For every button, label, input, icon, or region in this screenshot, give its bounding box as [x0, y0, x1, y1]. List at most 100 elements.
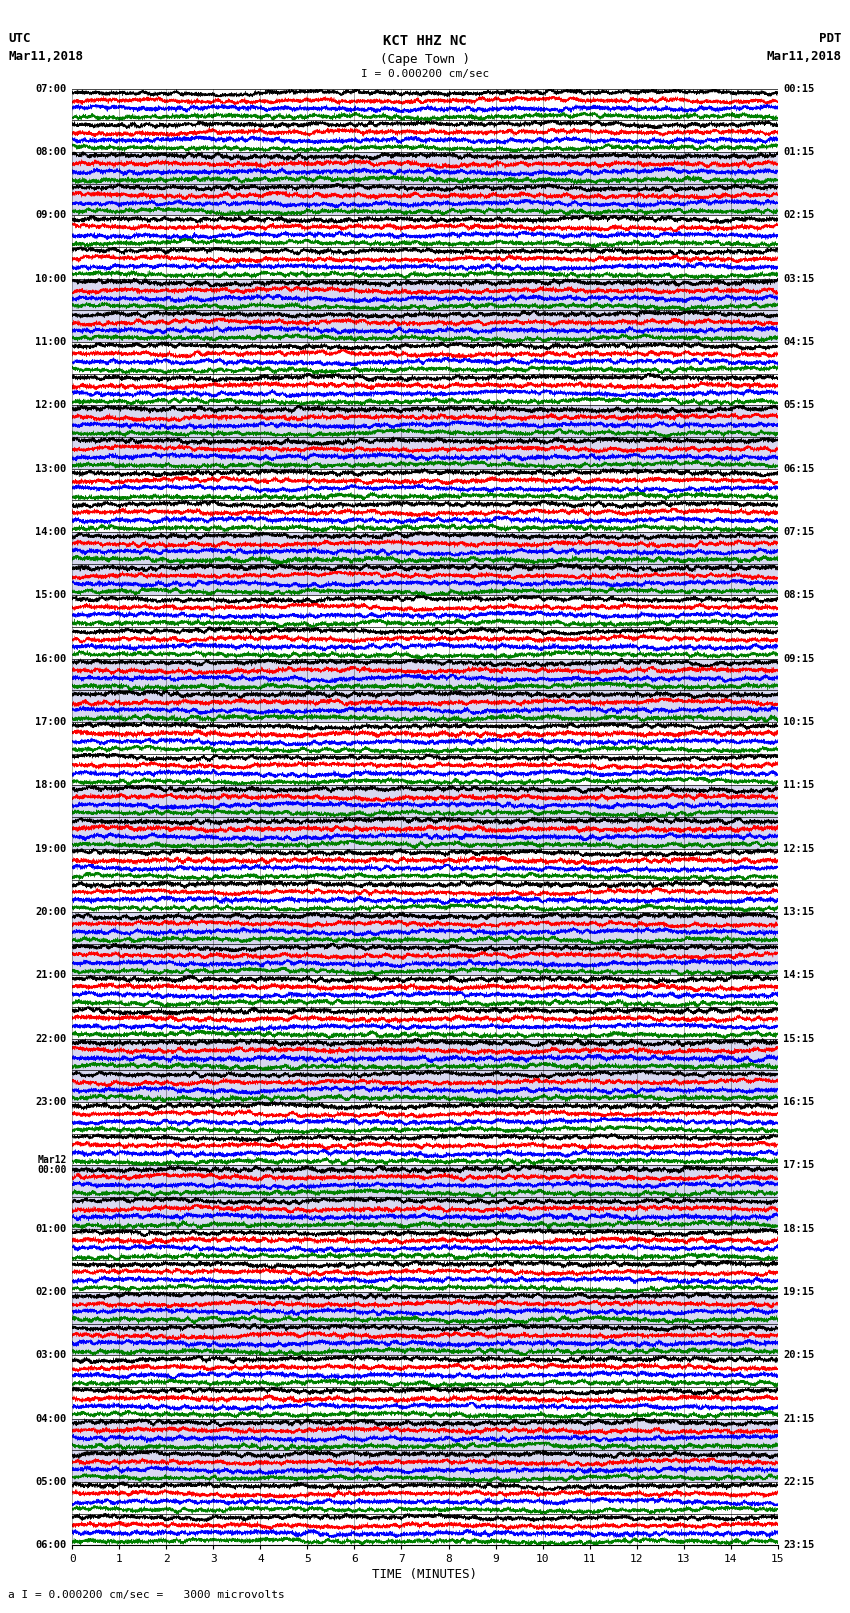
- Text: 05:00: 05:00: [36, 1478, 66, 1487]
- Bar: [72, 532, 778, 563]
- Bar: [72, 405, 778, 437]
- Text: 19:00: 19:00: [36, 844, 66, 853]
- Text: 22:00: 22:00: [36, 1034, 66, 1044]
- Text: 11:15: 11:15: [784, 781, 814, 790]
- Text: 16:15: 16:15: [784, 1097, 814, 1107]
- Bar: [72, 1418, 778, 1450]
- Bar: [72, 1450, 778, 1482]
- Text: Mar11,2018: Mar11,2018: [8, 50, 83, 63]
- Bar: [72, 881, 778, 911]
- Bar: [72, 818, 778, 848]
- Text: 05:15: 05:15: [784, 400, 814, 410]
- Bar: [72, 658, 778, 690]
- Text: 07:15: 07:15: [784, 527, 814, 537]
- Bar: [72, 1007, 778, 1039]
- Text: PDT: PDT: [819, 32, 842, 45]
- Bar: [72, 627, 778, 658]
- Bar: [72, 121, 778, 152]
- X-axis label: TIME (MINUTES): TIME (MINUTES): [372, 1568, 478, 1581]
- Text: 20:00: 20:00: [36, 907, 66, 916]
- Text: 06:00: 06:00: [36, 1540, 66, 1550]
- Bar: [72, 1260, 778, 1292]
- Text: 02:15: 02:15: [784, 210, 814, 221]
- Bar: [72, 1039, 778, 1071]
- Bar: [72, 1102, 778, 1134]
- Text: 01:00: 01:00: [36, 1224, 66, 1234]
- Text: Mar11,2018: Mar11,2018: [767, 50, 842, 63]
- Text: 10:15: 10:15: [784, 718, 814, 727]
- Text: 21:15: 21:15: [784, 1413, 814, 1424]
- Text: 12:00: 12:00: [36, 400, 66, 410]
- Text: (Cape Town ): (Cape Town ): [380, 53, 470, 66]
- Bar: [72, 1165, 778, 1197]
- Text: a I = 0.000200 cm/sec =   3000 microvolts: a I = 0.000200 cm/sec = 3000 microvolts: [8, 1590, 286, 1600]
- Text: UTC: UTC: [8, 32, 31, 45]
- Text: 06:15: 06:15: [784, 463, 814, 474]
- Bar: [72, 690, 778, 723]
- Text: 19:15: 19:15: [784, 1287, 814, 1297]
- Text: Mar12: Mar12: [37, 1155, 66, 1165]
- Text: 03:15: 03:15: [784, 274, 814, 284]
- Text: 23:15: 23:15: [784, 1540, 814, 1550]
- Text: I = 0.000200 cm/sec: I = 0.000200 cm/sec: [361, 69, 489, 79]
- Text: 22:15: 22:15: [784, 1478, 814, 1487]
- Text: 09:15: 09:15: [784, 653, 814, 663]
- Bar: [72, 437, 778, 469]
- Bar: [72, 976, 778, 1007]
- Text: 17:15: 17:15: [784, 1160, 814, 1171]
- Bar: [72, 595, 778, 627]
- Text: 00:00: 00:00: [37, 1165, 66, 1176]
- Bar: [72, 1387, 778, 1418]
- Text: 16:00: 16:00: [36, 653, 66, 663]
- Text: 08:00: 08:00: [36, 147, 66, 156]
- Bar: [72, 1197, 778, 1229]
- Bar: [72, 152, 778, 184]
- Text: 01:15: 01:15: [784, 147, 814, 156]
- Text: 17:00: 17:00: [36, 718, 66, 727]
- Bar: [72, 1355, 778, 1387]
- Text: 02:00: 02:00: [36, 1287, 66, 1297]
- Bar: [72, 310, 778, 342]
- Text: 18:15: 18:15: [784, 1224, 814, 1234]
- Text: 13:15: 13:15: [784, 907, 814, 916]
- Text: 14:15: 14:15: [784, 971, 814, 981]
- Text: 07:00: 07:00: [36, 84, 66, 94]
- Bar: [72, 469, 778, 500]
- Bar: [72, 563, 778, 595]
- Bar: [72, 1229, 778, 1260]
- Bar: [72, 1482, 778, 1513]
- Text: 15:00: 15:00: [36, 590, 66, 600]
- Bar: [72, 944, 778, 976]
- Text: 09:00: 09:00: [36, 210, 66, 221]
- Bar: [72, 723, 778, 753]
- Text: 00:15: 00:15: [784, 84, 814, 94]
- Bar: [72, 342, 778, 374]
- Text: 13:00: 13:00: [36, 463, 66, 474]
- Bar: [72, 184, 778, 216]
- Text: 12:15: 12:15: [784, 844, 814, 853]
- Bar: [72, 1324, 778, 1355]
- Text: 11:00: 11:00: [36, 337, 66, 347]
- Text: 03:00: 03:00: [36, 1350, 66, 1360]
- Bar: [72, 374, 778, 405]
- Bar: [72, 89, 778, 121]
- Text: 21:00: 21:00: [36, 971, 66, 981]
- Bar: [72, 753, 778, 786]
- Text: 15:15: 15:15: [784, 1034, 814, 1044]
- Bar: [72, 247, 778, 279]
- Bar: [72, 1513, 778, 1545]
- Text: 08:15: 08:15: [784, 590, 814, 600]
- Bar: [72, 848, 778, 881]
- Bar: [72, 1071, 778, 1102]
- Bar: [72, 279, 778, 310]
- Bar: [72, 1134, 778, 1165]
- Text: 14:00: 14:00: [36, 527, 66, 537]
- Text: KCT HHZ NC: KCT HHZ NC: [383, 34, 467, 48]
- Text: 20:15: 20:15: [784, 1350, 814, 1360]
- Bar: [72, 1292, 778, 1324]
- Text: 04:00: 04:00: [36, 1413, 66, 1424]
- Bar: [72, 911, 778, 944]
- Text: 23:00: 23:00: [36, 1097, 66, 1107]
- Text: 10:00: 10:00: [36, 274, 66, 284]
- Bar: [72, 786, 778, 818]
